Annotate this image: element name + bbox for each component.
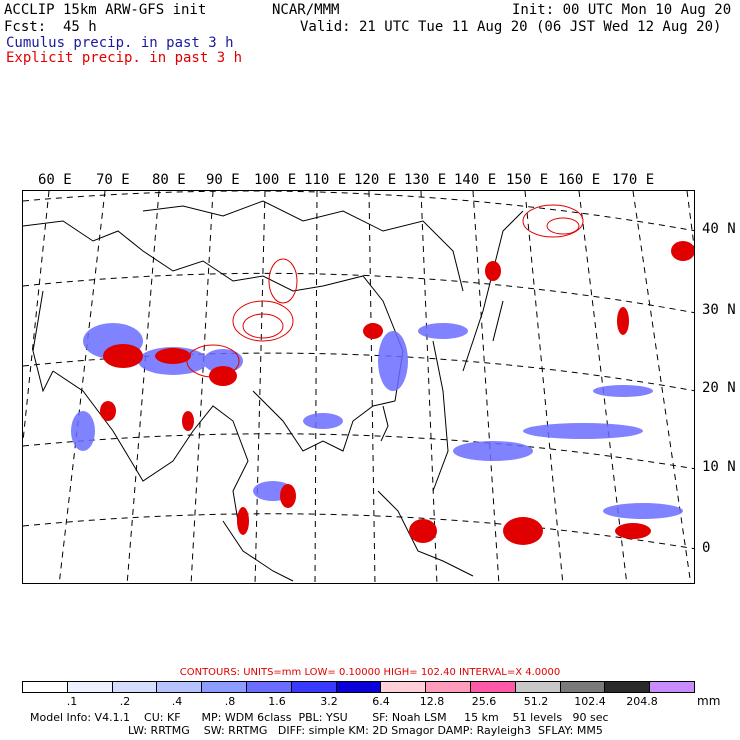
legend-label: 1.6 [268,695,286,708]
legend-swatch [246,682,292,692]
lat-label: 0 [702,540,711,556]
legend-swatch [650,682,694,692]
color-legend [22,681,695,693]
explicit-label: Explicit precip. in past 3 h [6,50,243,66]
legend-label: 51.2 [523,695,549,708]
lon-label: 140 E [454,172,497,188]
lon-label: 70 E [96,172,130,188]
legend-swatch [67,682,113,692]
forecast-hour: Fcst: 45 h [4,19,97,35]
precip-map[interactable] [22,190,695,584]
legend-label: .2 [119,695,131,708]
legend-units: mm [697,694,721,708]
lon-label: 130 E [404,172,447,188]
legend-swatch [112,682,158,692]
legend-swatch [515,682,561,692]
cumulus-label: Cumulus precip. in past 3 h [6,35,234,51]
contour-info: CONTOURS: UNITS=mm LOW= 0.10000 HIGH= 10… [179,667,561,678]
org-label: NCAR/MMM [272,2,340,18]
legend-label: 204.8 [626,695,658,708]
lon-label: 170 E [612,172,655,188]
legend-label: 12.8 [419,695,445,708]
legend-label: .1 [66,695,78,708]
legend-swatch [470,682,516,692]
legend-swatch [560,682,606,692]
legend-label: .8 [224,695,236,708]
model-info-line1: Model Info: V4.1.1 CU: KF MP: WDM 6class… [30,711,609,724]
init-time: Init: 00 UTC Mon 10 Aug 20 [512,2,732,18]
legend-swatch [291,682,337,692]
explicit-contours [186,204,584,378]
lon-label: 150 E [506,172,549,188]
legend-label: .4 [171,695,183,708]
lon-label: 90 E [206,172,240,188]
legend-swatch [336,682,382,692]
legend-swatch [605,682,651,692]
lon-label: 80 E [152,172,186,188]
valid-time: Valid: 21 UTC Tue 11 Aug 20 (06 JST Wed … [300,19,722,35]
map-canvas [23,191,694,583]
lon-label: 100 E [254,172,297,188]
lon-label: 60 E [38,172,72,188]
lon-label: 160 E [558,172,601,188]
graticule [23,191,694,583]
legend-label: 3.2 [320,695,338,708]
legend-swatch [157,682,203,692]
lon-label: 120 E [354,172,397,188]
legend-swatch [23,682,68,692]
legend-swatch [202,682,247,692]
cumulus-precip [71,323,683,519]
lat-label: 20 N [702,380,736,396]
coastlines [23,200,524,582]
legend-label: 102.4 [574,695,606,708]
model-info-line2: LW: RRTMG SW: RRTMG DIFF: simple KM: 2D … [128,724,603,737]
model-title: ACCLIP 15km ARW-GFS init [4,2,207,18]
legend-label: 6.4 [372,695,390,708]
lat-label: 30 N [702,302,736,318]
legend-label: 25.6 [471,695,497,708]
lat-label: 40 N [702,221,736,237]
legend-swatch [381,682,427,692]
lat-label: 10 N [702,459,736,475]
lon-label: 110 E [304,172,347,188]
legend-swatch [426,682,471,692]
